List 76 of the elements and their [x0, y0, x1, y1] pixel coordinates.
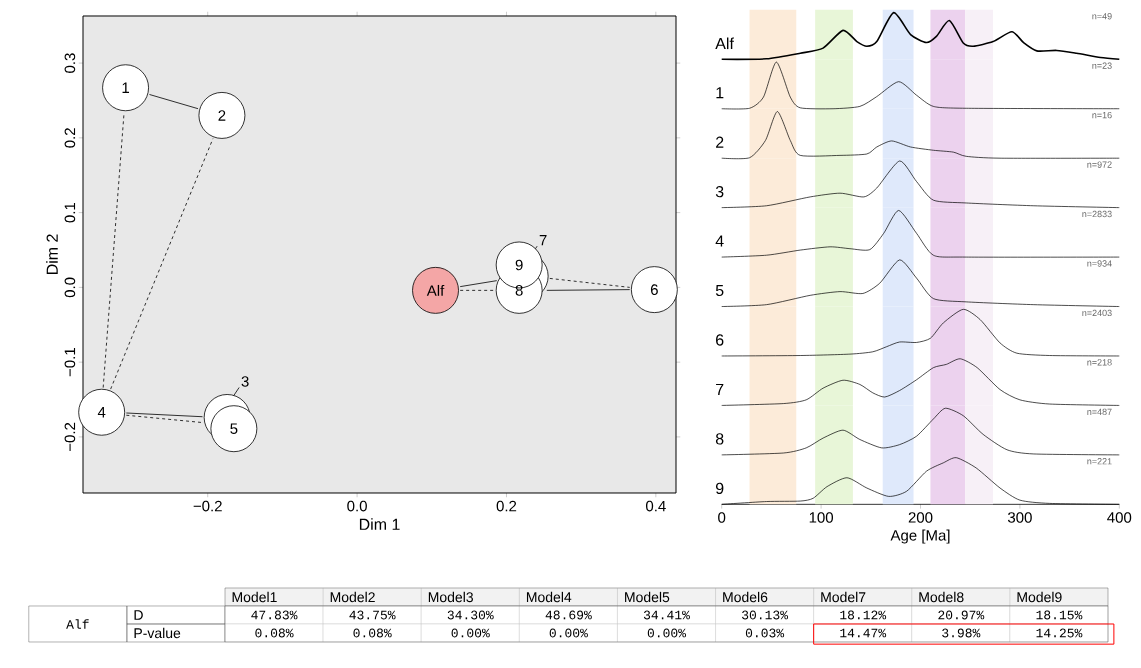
annotation: n=221 — [1087, 458, 1112, 465]
y-tick-label: 0.3 — [64, 53, 76, 73]
text: 20.97% — [938, 610, 985, 620]
text: 34.41% — [643, 610, 690, 620]
annotation: 3 — [241, 376, 249, 387]
series-label: 9 — [715, 482, 724, 494]
category-label: Model7 — [821, 591, 866, 603]
annotation: Alf — [426, 284, 445, 296]
text: 0.00% — [647, 628, 687, 638]
annotation: n=49 — [1092, 13, 1112, 20]
series-label: Alf — [715, 37, 734, 50]
category-label: Model8 — [919, 591, 964, 603]
y-tick-label: −0.2 — [64, 422, 76, 451]
text: 0.00% — [549, 628, 588, 638]
x-tick-label: 0.4 — [646, 500, 666, 512]
x-tick-label: 0.2 — [496, 500, 517, 512]
text: 34.30% — [447, 610, 494, 620]
annotation: n=934 — [1087, 260, 1112, 267]
text: 0.08% — [255, 628, 294, 638]
text: 14.25% — [1036, 628, 1083, 638]
annotation: 1 — [122, 82, 130, 93]
category-label: Model6 — [723, 591, 768, 603]
y-tick-label: 0.1 — [64, 202, 76, 223]
text: 3.98% — [942, 628, 981, 638]
annotation: 5 — [230, 423, 238, 434]
text: 48.69% — [545, 610, 592, 620]
category-label: Model1 — [232, 591, 277, 603]
text: 30.13% — [742, 610, 789, 620]
category-label: Model9 — [1017, 591, 1062, 603]
y-axis-title: Dim 2 — [46, 234, 58, 275]
category-label: Model5 — [625, 591, 670, 603]
category-label: Model2 — [330, 591, 375, 603]
annotation: n=972 — [1087, 161, 1112, 168]
text: 43.75% — [349, 610, 396, 620]
annotation: 2 — [218, 110, 226, 121]
x-tick-label: 200 — [908, 512, 933, 523]
x-tick-label: 400 — [1107, 512, 1132, 523]
category-label: D — [134, 610, 143, 620]
annotation: n=2833 — [1082, 210, 1112, 218]
annotation: n=487 — [1087, 408, 1112, 416]
text: 18.15% — [1036, 610, 1083, 620]
series-label: 4 — [715, 235, 724, 247]
text: 18.12% — [840, 610, 887, 620]
series-label: 8 — [715, 433, 724, 445]
annotation: 4 — [97, 407, 106, 418]
x-tick-label: −0.2 — [193, 500, 222, 512]
text: 0.03% — [745, 628, 785, 638]
annotation: 6 — [650, 284, 658, 295]
x-tick-label: 300 — [1007, 512, 1032, 523]
series-label: 1 — [716, 87, 724, 99]
y-tick-label: 0.2 — [64, 128, 76, 148]
x-tick-label: 0.0 — [347, 500, 367, 512]
category-label: P-value — [134, 627, 181, 639]
series-label: 3 — [715, 185, 724, 198]
annotation: n=218 — [1087, 359, 1112, 366]
series-label: 2 — [716, 136, 724, 148]
annotation: n=23 — [1092, 62, 1112, 69]
y-tick-label: −0.1 — [64, 348, 76, 377]
text: 0.00% — [451, 628, 490, 638]
y-tick-label: 0.0 — [64, 277, 76, 298]
series-label: 6 — [716, 334, 724, 346]
category-label: Model4 — [526, 591, 572, 603]
x-tick-label: 100 — [809, 512, 834, 523]
text: 0.08% — [353, 628, 392, 638]
annotation: n=2403 — [1082, 309, 1112, 317]
text: Alf — [66, 619, 89, 629]
category-label: Model3 — [428, 591, 473, 603]
x-axis-title: Dim 1 — [359, 518, 400, 530]
text: 14.47% — [840, 628, 887, 638]
annotation: n=16 — [1092, 111, 1112, 119]
annotation: 7 — [539, 235, 547, 246]
text: 47.83% — [251, 610, 298, 620]
series-label: 7 — [716, 383, 724, 395]
x-axis-title: Age [Ma] — [890, 529, 950, 544]
series-label: 5 — [715, 284, 724, 297]
x-tick-label: 0 — [718, 512, 726, 523]
